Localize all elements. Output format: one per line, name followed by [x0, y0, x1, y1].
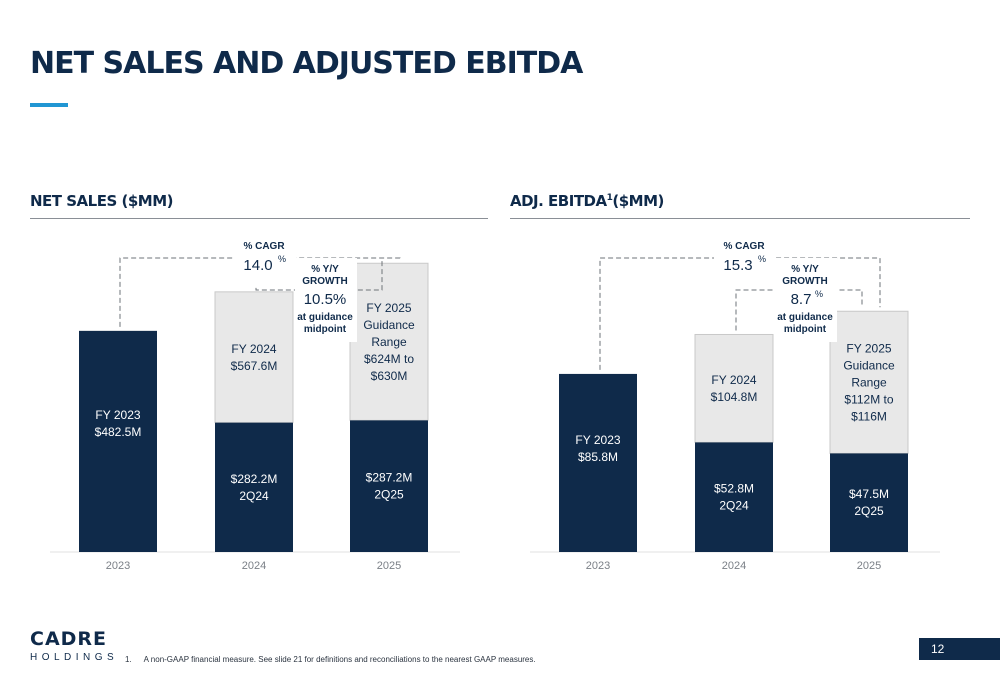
adj-ebitda-heading-rule	[510, 218, 970, 219]
bar-label-fy-2024-line-0: FY 2024	[711, 373, 756, 387]
bar-label-fy-2023-line-0: FY 2023	[95, 408, 140, 422]
footnote-number: 1.	[125, 655, 132, 664]
adj-ebitda-chart: FY 2023 $85.8M 2023 FY 2024 $104.8M $52.8M 2Q2…	[530, 236, 940, 572]
yoy-note-line-0: at guidance	[777, 312, 833, 323]
bar-label-fy-2025-line-3: $624M to	[364, 352, 414, 366]
adj-ebitda-heading: ADJ. EBITDA1($MM)	[510, 192, 664, 210]
yoy-label-bg	[775, 258, 837, 342]
tick-label-2024: 2024	[242, 560, 266, 572]
footnote-text: A non-GAAP financial measure. See slide …	[143, 655, 536, 664]
yoy-note-line-0: at guidance	[297, 312, 353, 323]
yoy-label-bg	[295, 258, 357, 342]
yoy-label-line-1: GROWTH	[302, 276, 348, 287]
net-sales-heading-rule	[30, 218, 488, 219]
cagr-value: 15.3	[723, 257, 752, 274]
adj-ebitda-footnote-marker: 1	[606, 193, 613, 203]
bar-label-partial-2024-line-1: 2Q24	[239, 489, 269, 503]
yoy-label-line-1: GROWTH	[782, 276, 828, 287]
bar-label-fy-2025-line-1: Guidance	[363, 318, 415, 332]
bar-label-fy-2023-line-1: $482.5M	[95, 425, 142, 439]
cagr-label-bg	[234, 236, 296, 278]
bar-label-partial-2025-line-1: 2Q25	[854, 504, 884, 518]
net-sales-heading-text: NET SALES ($MM)	[30, 192, 174, 210]
cagr-label: % CAGR	[723, 241, 765, 252]
bar-label-partial-2025-line-0: $47.5M	[849, 487, 889, 501]
net-sales-heading: NET SALES ($MM)	[30, 192, 174, 210]
company-logo: CADRE HOLDINGS	[30, 628, 119, 663]
bar-label-fy-2025-line-1: Guidance	[843, 358, 895, 372]
page-title: NET SALES AND ADJUSTED EBITDA	[30, 46, 583, 81]
bar-fy-2024	[214, 291, 294, 424]
bar-label-fy-2025-line-3: $112M to	[844, 392, 893, 406]
bar-fy-2023	[559, 373, 637, 552]
bar-label-fy-2023-line-0: FY 2023	[575, 433, 620, 447]
bar-label-fy-2025-line-4: $630M	[371, 369, 408, 383]
cagr-label: % CAGR	[243, 241, 285, 252]
bar-label-partial-2024-line-1: 2Q24	[719, 499, 749, 513]
tick-label-2023: 2023	[106, 560, 130, 572]
cagr-label-bg	[714, 236, 776, 278]
page-number: 12	[919, 638, 1000, 660]
bar-fy-2023	[79, 330, 157, 552]
yoy-value: 8.7	[791, 291, 812, 308]
logo-word: CADRE	[30, 628, 108, 650]
tick-label-2025: 2025	[857, 560, 881, 572]
bar-label-partial-2025-line-0: $287.2M	[366, 471, 413, 485]
bar-label-fy-2025-line-2: Range	[371, 335, 407, 349]
bar-partial-2025	[830, 453, 908, 552]
yoy-bracket	[735, 289, 863, 331]
bar-partial-2025	[350, 420, 428, 552]
adj-ebitda-heading-suffix: ($MM)	[612, 192, 664, 210]
cagr-unit: %	[278, 254, 286, 264]
bar-label-fy-2025-line-2: Range	[851, 375, 887, 389]
bar-label-partial-2024-line-0: $282.2M	[231, 472, 278, 486]
cagr-unit: %	[758, 254, 766, 264]
bar-fy-2024	[694, 333, 774, 443]
adj-ebitda-heading-text: ADJ. EBITDA	[510, 192, 607, 210]
bar-partial-2024	[215, 422, 293, 552]
tick-label-2025: 2025	[377, 560, 401, 572]
bar-fy-2025	[829, 310, 909, 454]
yoy-note-line-1: midpoint	[784, 324, 827, 335]
cagr-value: 14.0	[243, 257, 272, 274]
bar-label-fy-2025-line-0: FY 2025	[846, 341, 891, 355]
net-sales-chart: FY 2023 $482.5M 2023 FY 2024 $567.6M $282.2M 2…	[50, 236, 460, 572]
tick-label-2024: 2024	[722, 560, 746, 572]
logo-sub: HOLDINGS	[30, 652, 119, 663]
bar-label-fy-2024-line-1: $104.8M	[711, 390, 758, 404]
yoy-unit: %	[815, 289, 823, 299]
bar-label-fy-2024-line-1: $567.6M	[231, 359, 278, 373]
bar-label-fy-2025-line-0: FY 2025	[366, 301, 411, 315]
bar-label-fy-2023-line-1: $85.8M	[578, 450, 618, 464]
yoy-note-line-1: midpoint	[304, 324, 347, 335]
title-accent-bar	[30, 103, 68, 107]
bar-label-fy-2024-line-0: FY 2024	[231, 342, 276, 356]
tick-label-2023: 2023	[586, 560, 610, 572]
bar-label-fy-2025-line-4: $116M	[851, 409, 887, 423]
yoy-label-line-0: % Y/Y	[791, 264, 819, 275]
bar-label-partial-2025-line-1: 2Q25	[374, 488, 404, 502]
bar-partial-2024	[695, 442, 773, 552]
footnote: 1. A non-GAAP financial measure. See slid…	[125, 655, 536, 664]
yoy-value: 10.5%	[304, 291, 347, 308]
bar-label-partial-2024-line-0: $52.8M	[714, 482, 754, 496]
yoy-label-line-0: % Y/Y	[311, 264, 339, 275]
